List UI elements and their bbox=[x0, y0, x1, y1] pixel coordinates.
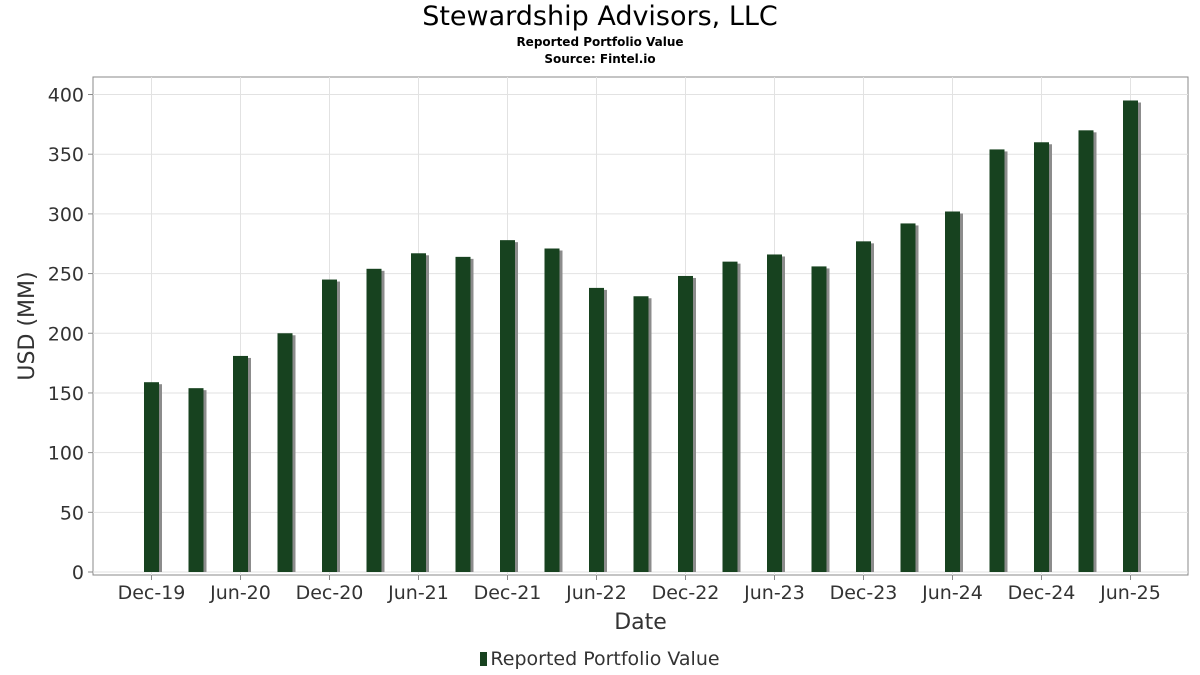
x-tick-label: Jun-24 bbox=[921, 582, 983, 604]
y-tick-label: 300 bbox=[48, 204, 84, 226]
bar bbox=[411, 253, 426, 572]
bar bbox=[544, 248, 560, 573]
bar bbox=[322, 279, 337, 572]
bar bbox=[678, 275, 693, 572]
bar bbox=[589, 287, 604, 572]
bar-chart: 0 50 100 150 200 250 300 350 400 Dec-19 Jun-20 Dec-… bbox=[15, 76, 1189, 635]
x-tick-label: Jun-20 bbox=[209, 582, 271, 604]
chart-subtitle: Reported Portfolio Value bbox=[516, 35, 684, 49]
x-tick-label: Dec-19 bbox=[118, 582, 186, 604]
x-tick-label: Jun-23 bbox=[743, 582, 805, 604]
x-tick-label: Jun-22 bbox=[565, 582, 627, 604]
bar bbox=[1034, 142, 1049, 572]
bar bbox=[144, 382, 159, 572]
chart-title: Stewardship Advisors, LLC bbox=[422, 1, 778, 32]
y-tick-label: 150 bbox=[48, 383, 84, 405]
y-axis-title: USD (MM) bbox=[15, 271, 40, 380]
chart-source: Source: Fintel.io bbox=[544, 52, 656, 66]
y-tick-label: 250 bbox=[48, 264, 84, 286]
x-tick-label: Dec-24 bbox=[1008, 582, 1076, 604]
bar bbox=[767, 254, 782, 572]
legend-swatch bbox=[480, 652, 488, 666]
y-tick-label: 350 bbox=[48, 144, 84, 166]
bar bbox=[500, 240, 515, 572]
bar bbox=[188, 388, 204, 572]
bar bbox=[989, 149, 1005, 572]
bar bbox=[366, 268, 382, 572]
y-tick-label: 50 bbox=[60, 502, 84, 524]
y-tick-label: 100 bbox=[48, 443, 84, 465]
bar bbox=[1123, 100, 1138, 572]
x-tick-label: Jun-25 bbox=[1099, 582, 1161, 604]
chart-legend: Reported Portfolio Value bbox=[0, 648, 1200, 670]
x-axis-title: Date bbox=[614, 610, 667, 635]
bar bbox=[856, 241, 871, 573]
bar bbox=[455, 256, 471, 572]
x-tick-label: Dec-23 bbox=[830, 582, 898, 604]
x-tick-label: Dec-20 bbox=[296, 582, 364, 604]
legend-label: Reported Portfolio Value bbox=[490, 648, 720, 670]
bar bbox=[233, 355, 248, 572]
y-tick-label: 200 bbox=[48, 323, 84, 345]
y-tick-label: 400 bbox=[48, 85, 84, 107]
x-tick-label: Dec-21 bbox=[474, 582, 542, 604]
bar bbox=[722, 261, 738, 572]
bar bbox=[277, 333, 293, 572]
bar bbox=[945, 211, 960, 572]
bar bbox=[811, 266, 827, 572]
bar bbox=[1078, 130, 1094, 573]
x-tick-label: Dec-22 bbox=[652, 582, 720, 604]
bar bbox=[900, 223, 916, 572]
y-tick-label: 0 bbox=[72, 562, 84, 584]
x-tick-label: Jun-21 bbox=[387, 582, 449, 604]
bar bbox=[633, 296, 649, 572]
